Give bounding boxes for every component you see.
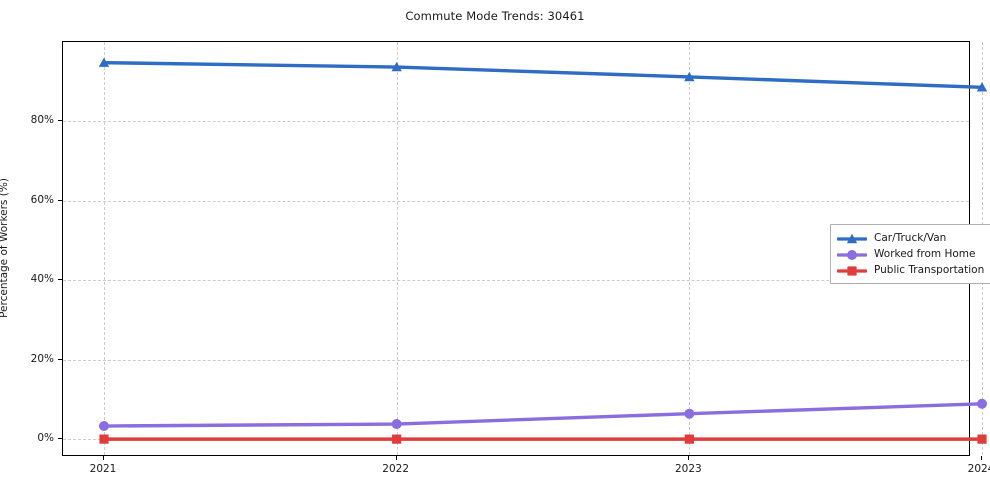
data-point-marker: [98, 57, 110, 67]
y-tick-label: 0%: [37, 432, 54, 445]
series-layer: [98, 57, 988, 444]
data-point-marker: [846, 233, 858, 244]
y-tick-label: 60%: [30, 193, 54, 206]
legend-item-label: Worked from Home: [874, 248, 976, 260]
legend-marker-icon: [836, 231, 868, 245]
x-tick-mark: [103, 456, 104, 460]
y-tick-mark: [58, 199, 62, 201]
legend-item[interactable]: Public Transportation: [836, 262, 985, 278]
gridline-vertical: [689, 42, 691, 455]
gridline-horizontal: [63, 121, 969, 123]
y-tick-mark: [58, 438, 62, 440]
data-point-marker: [391, 419, 402, 430]
data-point-marker: [684, 408, 695, 419]
data-point-marker: [977, 398, 987, 409]
series-line: [102, 60, 984, 89]
data-point-marker: [99, 421, 109, 432]
series-line: [102, 402, 984, 428]
gridline-vertical: [396, 42, 398, 455]
legend-item-label: Car/Truck/Van: [874, 232, 947, 244]
series-public-transportation: [99, 434, 987, 444]
data-point-marker: [684, 434, 694, 444]
x-tick-label: 2024: [967, 463, 990, 475]
data-point-marker: [847, 266, 857, 276]
data-point-marker: [977, 434, 987, 444]
chart-title: Commute Mode Trends: 30461: [405, 9, 585, 23]
chart-legend: Car/Truck/Van Worked from Home Public Tran…: [830, 224, 990, 284]
data-point-marker: [684, 71, 695, 82]
data-point-marker: [391, 61, 402, 72]
y-tick-label: 40%: [30, 273, 54, 286]
legend-item-label: Public Transportation: [874, 264, 985, 276]
series-car-truck-van: [98, 57, 988, 92]
gridline-vertical: [104, 42, 105, 455]
legend-marker-icon: [836, 263, 868, 277]
x-tick-label: 2023: [674, 463, 702, 475]
x-tick-mark: [395, 456, 397, 460]
data-point-marker: [976, 82, 988, 92]
x-tick-label: 2021: [89, 463, 117, 475]
gridline-horizontal: [63, 280, 969, 282]
gridline-horizontal: [63, 200, 969, 202]
y-tick-mark: [58, 120, 62, 122]
x-tick-mark: [981, 456, 982, 460]
y-tick-mark: [58, 358, 62, 360]
legend-marker-icon: [836, 247, 868, 261]
series-worked-from-home: [99, 398, 987, 432]
data-point-marker: [392, 434, 402, 444]
x-tick-label: 2022: [382, 463, 410, 475]
legend-item[interactable]: Worked from Home: [836, 246, 984, 262]
data-point-marker: [847, 250, 857, 260]
plot-area: [62, 41, 988, 456]
y-tick-label: 20%: [30, 352, 54, 365]
x-tick-mark: [688, 456, 690, 460]
gridline-horizontal: [63, 359, 969, 361]
y-tick-mark: [58, 279, 62, 281]
y-tick-label: 80%: [30, 114, 54, 127]
data-point-marker: [99, 434, 109, 444]
legend-item[interactable]: Car/Truck/Van: [836, 230, 984, 246]
